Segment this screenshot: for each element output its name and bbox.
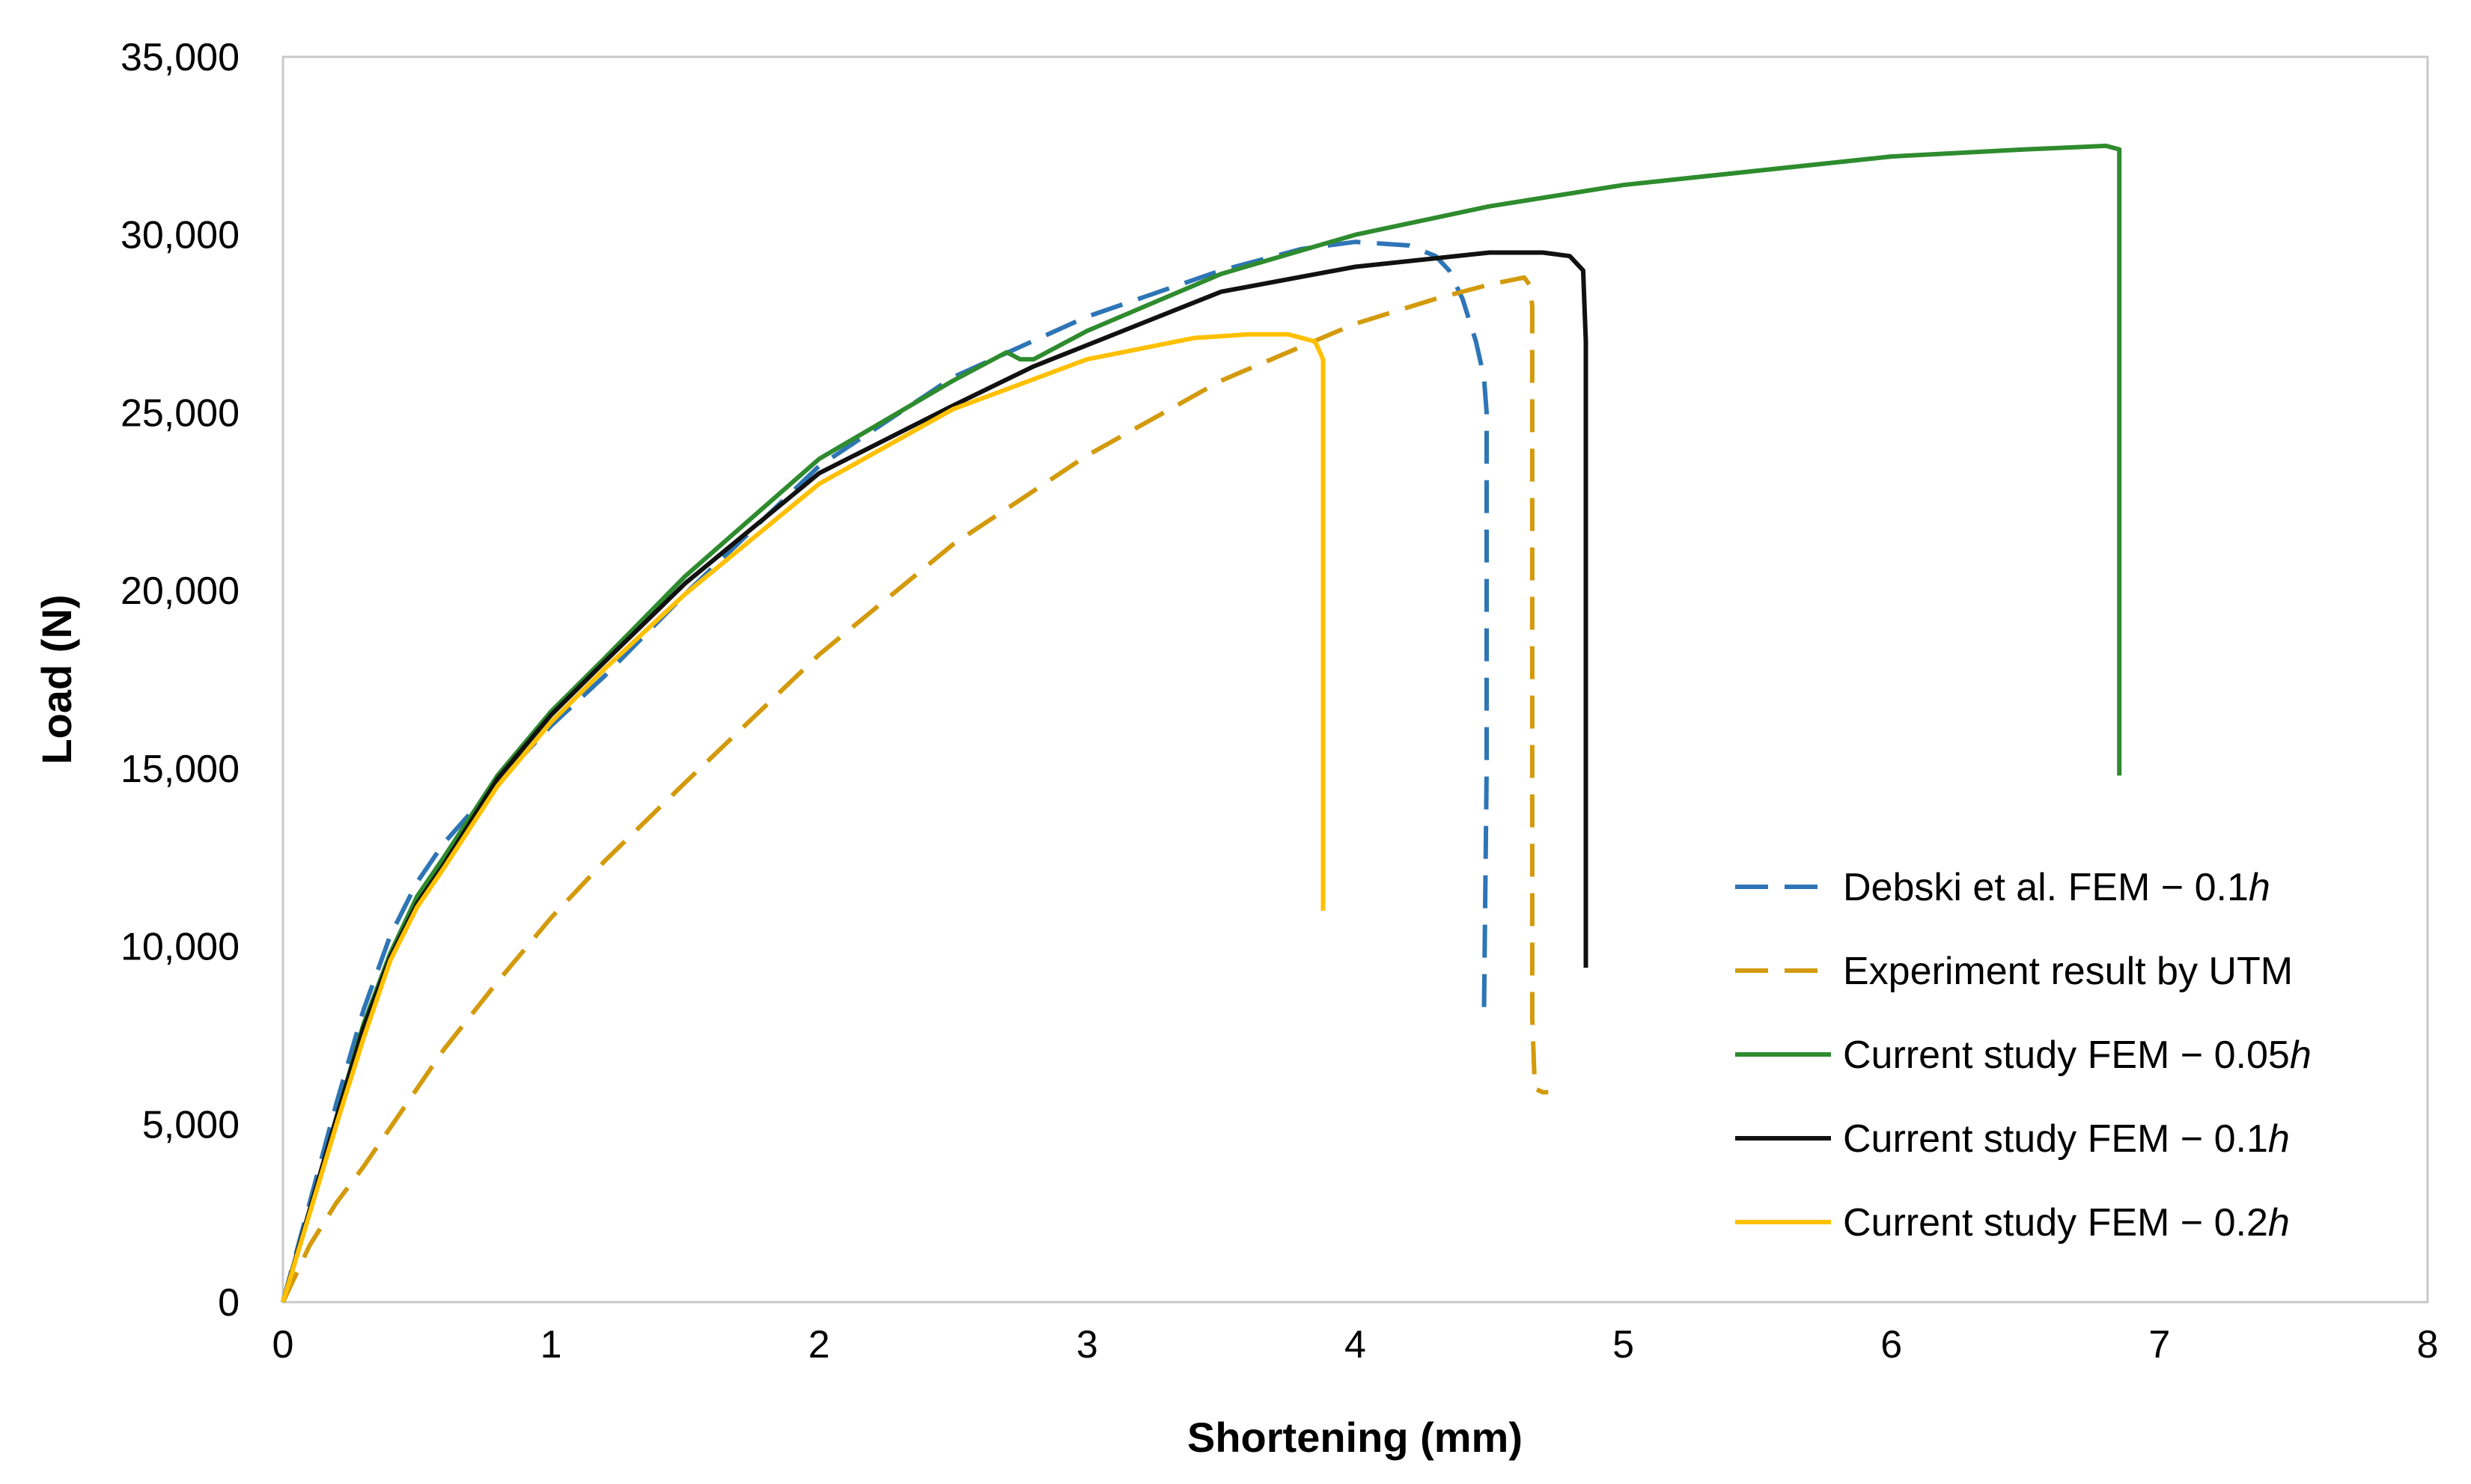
y-tick-label: 15,000 bbox=[121, 748, 240, 791]
legend-label-1: Debski et al. FEM − 0.1h bbox=[1843, 866, 2270, 909]
y-tick-label: 5,000 bbox=[142, 1103, 240, 1146]
legend-label-text: Debski et al. FEM − 0.1 bbox=[1843, 866, 2249, 909]
x-tick-label: 7 bbox=[2148, 1323, 2170, 1367]
y-axis-ticks: 0 5,000 10,000 15,000 20,000 25,000 30,000 35,0… bbox=[121, 36, 240, 1325]
x-tick-label: 5 bbox=[1612, 1323, 1634, 1367]
y-tick-label: 20,000 bbox=[121, 570, 240, 613]
x-tick-label: 8 bbox=[2417, 1323, 2439, 1367]
x-axis-title: Shortening (mm) bbox=[1187, 1414, 1523, 1461]
x-tick-label: 1 bbox=[540, 1323, 562, 1367]
x-axis-ticks: 0 1 2 3 4 5 6 7 8 bbox=[272, 1323, 2439, 1367]
series-line-5 bbox=[281, 332, 1326, 1303]
x-tick-label: 3 bbox=[1076, 1323, 1098, 1367]
y-tick-label: 35,000 bbox=[121, 36, 240, 79]
x-tick-label: 4 bbox=[1344, 1323, 1366, 1367]
legend-label-italic: h bbox=[2249, 866, 2270, 909]
x-tick-label: 6 bbox=[1880, 1323, 1902, 1367]
series-line-1 bbox=[281, 239, 1489, 1303]
x-tick-label: 0 bbox=[272, 1323, 294, 1367]
series-line-3 bbox=[281, 143, 2122, 1303]
y-tick-label: 0 bbox=[218, 1281, 240, 1325]
x-tick-label: 2 bbox=[808, 1323, 830, 1367]
plot-area-frame bbox=[281, 55, 2429, 1304]
series-line-2 bbox=[281, 275, 1549, 1304]
legend-label-italic: h bbox=[2290, 1033, 2312, 1077]
legend-label-3: Current study FEM − 0.05h bbox=[1843, 1033, 2312, 1077]
legend-label-italic: h bbox=[2268, 1117, 2290, 1161]
legend-label-text: Current study FEM − 0.1 bbox=[1843, 1117, 2268, 1161]
y-tick-label: 30,000 bbox=[121, 214, 240, 257]
y-tick-label: 10,000 bbox=[121, 926, 240, 969]
legend-label-italic: h bbox=[2268, 1201, 2290, 1245]
legend-label-4: Current study FEM − 0.1h bbox=[1843, 1117, 2290, 1161]
legend-label-text: Current study FEM − 0.2 bbox=[1843, 1201, 2268, 1245]
legend-label-5: Current study FEM − 0.2h bbox=[1843, 1201, 2290, 1245]
y-axis-title: Load (N) bbox=[33, 594, 80, 764]
legend-label-2: Experiment result by UTM bbox=[1843, 950, 2293, 993]
legend-label-text: Current study FEM − 0.05 bbox=[1843, 1033, 2290, 1077]
series-layer bbox=[281, 143, 2122, 1304]
y-tick-label: 25,000 bbox=[121, 391, 240, 435]
legend-label-text: Experiment result by UTM bbox=[1843, 950, 2293, 993]
